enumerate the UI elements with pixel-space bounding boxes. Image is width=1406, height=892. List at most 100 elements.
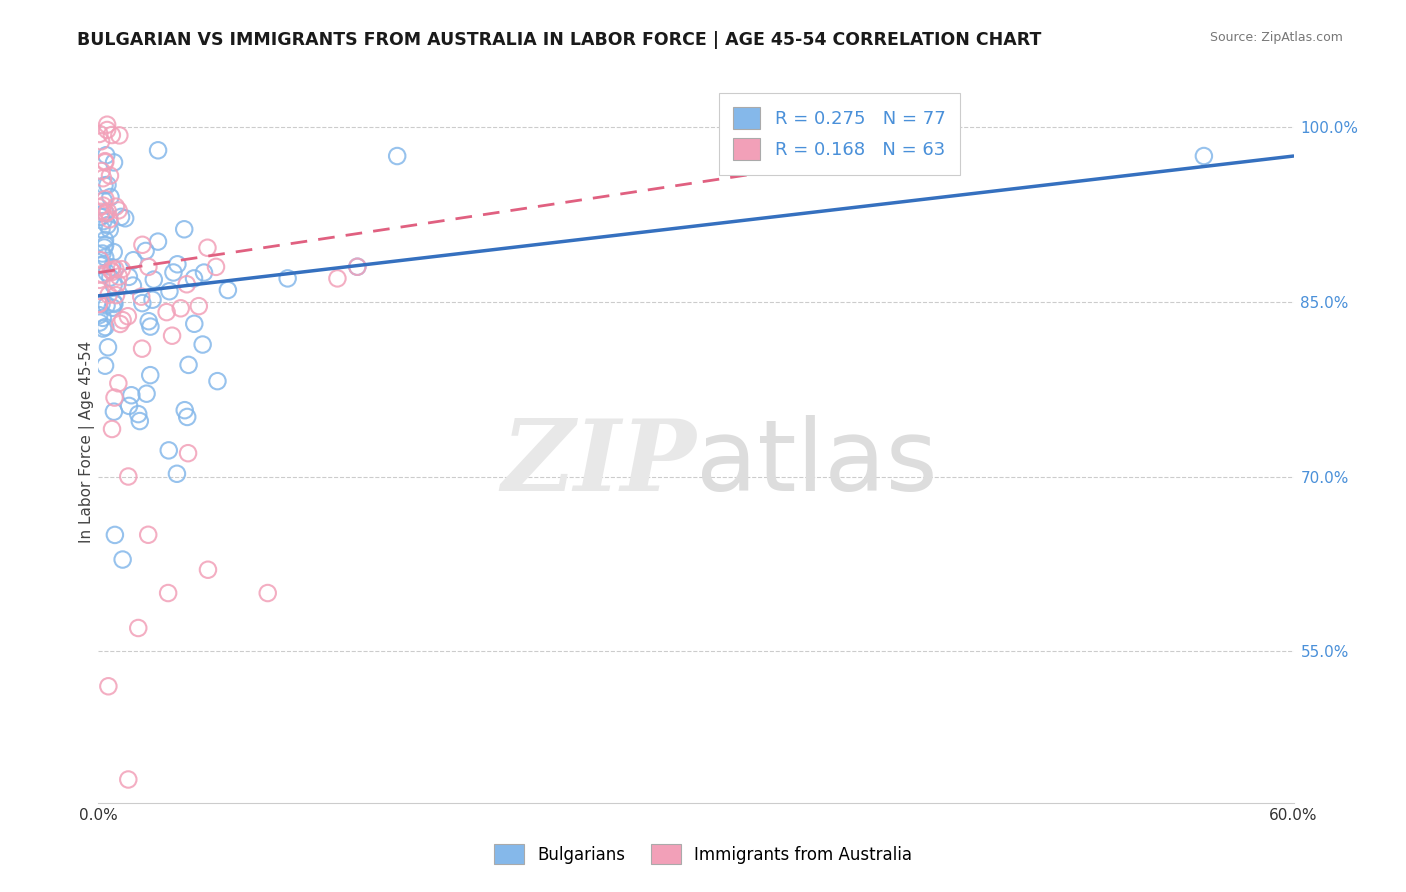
Point: [103, 245, 125, 260]
Point: [127, 621, 149, 635]
Point: [217, 283, 239, 297]
Text: atlas: atlas: [696, 415, 938, 512]
Point: [176, 277, 198, 292]
Point: [346, 260, 368, 274]
Point: [97, 288, 120, 302]
Point: [122, 278, 145, 293]
Point: [117, 469, 139, 483]
Point: [87, 297, 110, 311]
Point: [103, 277, 125, 292]
Point: [103, 405, 125, 419]
Point: [100, 263, 122, 277]
Point: [94, 154, 117, 169]
Point: [131, 342, 153, 356]
Point: [107, 203, 129, 218]
Point: [91, 310, 114, 325]
Point: [91, 171, 114, 186]
Point: [100, 190, 122, 204]
Point: [157, 443, 180, 458]
Point: [96, 178, 118, 192]
Point: [135, 386, 157, 401]
Point: [176, 409, 198, 424]
Point: [91, 321, 114, 335]
Point: [93, 240, 115, 254]
Point: [139, 368, 162, 383]
Point: [105, 288, 128, 302]
Point: [108, 128, 131, 143]
Point: [90, 222, 112, 236]
Point: [160, 328, 183, 343]
Point: [94, 192, 117, 206]
Point: [117, 772, 139, 787]
Point: [141, 293, 163, 307]
Point: [97, 679, 120, 693]
Point: [89, 253, 111, 268]
Point: [277, 271, 299, 285]
Point: [94, 359, 117, 373]
Point: [346, 260, 368, 274]
Point: [146, 235, 169, 249]
Point: [96, 118, 118, 132]
Point: [93, 194, 115, 208]
Point: [197, 563, 219, 577]
Point: [136, 528, 159, 542]
Point: [91, 267, 114, 281]
Point: [93, 178, 115, 193]
Point: [111, 552, 134, 566]
Point: [157, 586, 180, 600]
Point: [1192, 149, 1215, 163]
Point: [118, 399, 141, 413]
Point: [101, 422, 124, 436]
Point: [138, 314, 160, 328]
Point: [89, 200, 111, 214]
Point: [187, 299, 209, 313]
Text: BULGARIAN VS IMMIGRANTS FROM AUSTRALIA IN LABOR FORCE | AGE 45-54 CORRELATION CH: BULGARIAN VS IMMIGRANTS FROM AUSTRALIA I…: [77, 31, 1042, 49]
Point: [94, 205, 117, 219]
Point: [107, 376, 129, 391]
Point: [193, 266, 215, 280]
Point: [98, 212, 121, 227]
Point: [94, 251, 117, 265]
Point: [89, 284, 111, 298]
Point: [87, 297, 110, 311]
Point: [166, 467, 188, 481]
Point: [326, 271, 349, 285]
Point: [103, 295, 125, 310]
Point: [98, 222, 121, 236]
Point: [173, 403, 195, 417]
Legend: Bulgarians, Immigrants from Australia: Bulgarians, Immigrants from Australia: [488, 838, 918, 871]
Point: [101, 301, 124, 315]
Point: [90, 164, 112, 178]
Point: [90, 258, 112, 272]
Point: [129, 290, 152, 304]
Y-axis label: In Labor Force | Age 45-54: In Labor Force | Age 45-54: [79, 341, 96, 542]
Point: [162, 265, 184, 279]
Point: [142, 272, 165, 286]
Point: [94, 233, 117, 247]
Point: [103, 155, 125, 169]
Point: [117, 310, 139, 324]
Point: [96, 148, 118, 162]
Point: [120, 388, 142, 402]
Point: [97, 340, 120, 354]
Point: [108, 317, 131, 331]
Point: [205, 260, 228, 274]
Point: [98, 270, 121, 285]
Point: [96, 266, 118, 280]
Point: [135, 244, 157, 258]
Point: [131, 237, 153, 252]
Point: [91, 246, 114, 260]
Point: [96, 298, 118, 312]
Point: [89, 308, 111, 322]
Point: [114, 211, 136, 226]
Point: [103, 391, 125, 405]
Point: [108, 269, 131, 284]
Point: [159, 284, 181, 298]
Point: [91, 198, 114, 212]
Point: [96, 123, 118, 137]
Point: [96, 218, 118, 232]
Point: [94, 320, 117, 334]
Point: [111, 313, 134, 327]
Point: [107, 277, 129, 291]
Point: [183, 317, 205, 331]
